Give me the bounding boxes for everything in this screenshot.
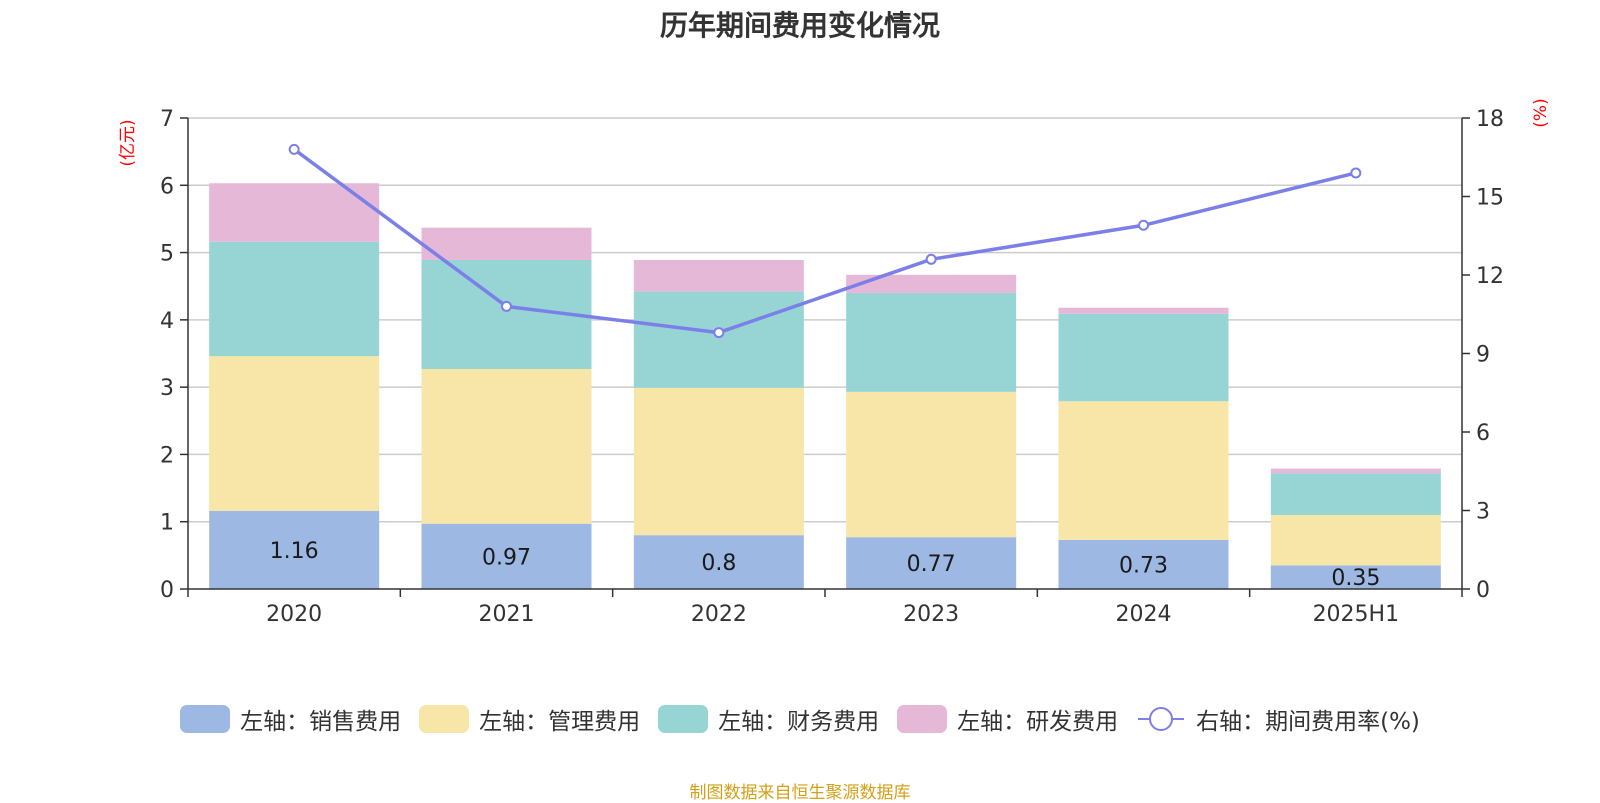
legend-swatch bbox=[897, 705, 948, 733]
bar-value-label: 0.35 bbox=[1331, 566, 1380, 591]
left-tick-label: 3 bbox=[160, 376, 174, 401]
bar-segment bbox=[209, 510, 380, 589]
right-tick-label: 12 bbox=[1476, 264, 1504, 289]
rate-point bbox=[1138, 219, 1149, 231]
bar-segment bbox=[846, 292, 1017, 392]
rate-point bbox=[288, 143, 300, 155]
bar-segment bbox=[846, 274, 1017, 293]
bar-segment bbox=[209, 356, 380, 511]
x-tick-label: 2025H1 bbox=[1313, 602, 1400, 627]
legend-item[interactable]: 左轴：研发费用 bbox=[897, 702, 1118, 736]
right-axis-unit: (%) bbox=[1531, 98, 1551, 127]
bars bbox=[209, 183, 1441, 589]
legend-item[interactable]: 左轴：管理费用 bbox=[419, 702, 640, 736]
bar-segment bbox=[633, 291, 804, 388]
bar-segment bbox=[1058, 539, 1229, 589]
right-tick-label: 0 bbox=[1476, 578, 1490, 603]
rate-line-path bbox=[293, 147, 1357, 335]
legend: 左轴：销售费用 左轴：管理费用 左轴：财务费用 左轴：研发费用 右轴：期间费用率(%) bbox=[0, 702, 1600, 736]
rate-point bbox=[713, 327, 725, 339]
bar-segment bbox=[209, 241, 380, 357]
bar-segment bbox=[421, 368, 592, 524]
legend-label: 左轴：销售费用 bbox=[240, 709, 402, 735]
chart-title: 历年期间费用变化情况 bbox=[659, 9, 940, 42]
x-tick-label: 2023 bbox=[903, 602, 959, 627]
left-tick-label: 4 bbox=[160, 309, 174, 334]
x-tick-label: 2024 bbox=[1116, 602, 1172, 627]
right-tick-label: 9 bbox=[1476, 343, 1490, 368]
bar-value-label: 0.77 bbox=[907, 552, 956, 577]
legend-label: 左轴：管理费用 bbox=[479, 709, 641, 735]
left-axis-unit: (亿元) bbox=[118, 119, 138, 166]
x-tick-label: 2021 bbox=[479, 602, 535, 627]
legend-swatch bbox=[419, 705, 470, 733]
right-tick-label: 3 bbox=[1476, 500, 1490, 525]
legend-line-swatch bbox=[1138, 707, 1185, 731]
bar-segment bbox=[1270, 468, 1441, 474]
left-tick-label: 5 bbox=[160, 242, 174, 267]
right-tick-label: 6 bbox=[1476, 421, 1490, 446]
legend-swatch bbox=[658, 705, 709, 733]
bar-segment bbox=[1270, 565, 1441, 589]
bar-segment bbox=[1058, 401, 1229, 540]
rate-point bbox=[1350, 167, 1362, 179]
rate-point bbox=[501, 300, 512, 312]
bar-value-label: 0.8 bbox=[701, 551, 736, 576]
left-tick-label: 1 bbox=[160, 511, 174, 536]
bar-segment bbox=[1058, 307, 1229, 314]
legend-item[interactable]: 右轴：期间费用率(%) bbox=[1136, 702, 1420, 736]
bar-segment bbox=[421, 227, 592, 260]
bar-segment bbox=[633, 535, 804, 589]
left-tick-label: 7 bbox=[160, 107, 174, 132]
bar-value-label: 1.16 bbox=[270, 539, 319, 564]
left-tick-label: 2 bbox=[160, 443, 174, 468]
bar-value-label: 0.73 bbox=[1119, 553, 1168, 578]
bar-segment bbox=[1270, 514, 1441, 566]
bar-segment bbox=[1270, 473, 1441, 515]
bar-segment bbox=[846, 391, 1017, 538]
x-tick-label: 2022 bbox=[691, 602, 747, 627]
legend-label: 左轴：财务费用 bbox=[718, 709, 880, 735]
rate-point bbox=[925, 253, 937, 265]
right-tick-label: 18 bbox=[1476, 107, 1504, 132]
bar-labels: 1.16 0.97 0.8 0.77 0.73 0.35 bbox=[270, 539, 1381, 591]
legend-label: 右轴：期间费用率(%) bbox=[1196, 709, 1420, 735]
x-tick-label: 2020 bbox=[266, 602, 322, 627]
left-tick-label: 6 bbox=[160, 174, 174, 199]
grid-lines bbox=[188, 117, 1462, 523]
right-tick-label: 15 bbox=[1476, 186, 1504, 211]
source-note: 制图数据来自恒生聚源数据库 bbox=[689, 783, 911, 803]
legend-item[interactable]: 左轴：销售费用 bbox=[180, 702, 401, 736]
bar-segment bbox=[633, 259, 804, 292]
bar-value-label: 0.97 bbox=[482, 545, 531, 570]
legend-swatch bbox=[180, 705, 231, 733]
legend-label: 左轴：研发费用 bbox=[957, 709, 1119, 735]
rate-line bbox=[288, 143, 1362, 339]
bar-segment bbox=[421, 523, 592, 589]
bar-segment bbox=[1058, 313, 1229, 402]
left-tick-label: 0 bbox=[160, 578, 174, 603]
bar-segment bbox=[846, 537, 1017, 589]
bar-segment bbox=[633, 387, 804, 536]
legend-item[interactable]: 左轴：财务费用 bbox=[658, 702, 879, 736]
